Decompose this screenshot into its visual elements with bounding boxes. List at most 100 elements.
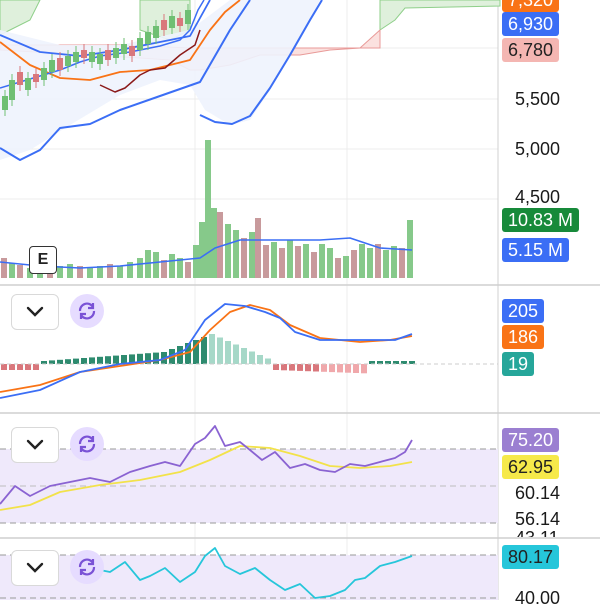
volume-bar — [67, 264, 73, 278]
candle-body — [9, 80, 15, 100]
macd-refresh-button[interactable] — [70, 294, 104, 328]
volume-bar — [107, 264, 113, 278]
candle-body — [177, 18, 183, 26]
volume-bar — [225, 224, 231, 278]
macd-histogram-bar — [257, 355, 263, 364]
volume-bar — [287, 240, 293, 278]
volume-bar — [57, 266, 63, 278]
volume-bars — [0, 140, 413, 278]
macd-histogram-bar — [265, 358, 271, 364]
macd-badge-blue: 205 — [502, 299, 545, 323]
macd-histogram-bar — [17, 364, 23, 370]
volume-bar — [351, 250, 357, 278]
volume-bar — [383, 250, 389, 278]
macd-histogram-bar — [249, 351, 255, 364]
volume-bar — [279, 248, 285, 278]
macd-histogram-bar — [281, 364, 287, 371]
macd-histogram-bar — [1, 364, 7, 370]
price-badge-blue: 6,930 — [502, 12, 560, 36]
macd-histogram-bar — [385, 361, 391, 364]
macd-histogram-bar — [273, 364, 279, 370]
rsi-lines — [0, 425, 413, 511]
candle-body — [185, 10, 191, 24]
candle-body — [41, 68, 47, 80]
rsi-line — [0, 425, 413, 505]
macd-histogram-bar — [209, 334, 215, 364]
rsi-axis-label: 56.14 — [515, 509, 561, 529]
rsi-refresh-button[interactable] — [70, 427, 104, 461]
stoch-badge-cyan: 80.17 — [502, 545, 560, 569]
macd-collapse-button[interactable] — [11, 294, 59, 330]
volume-bar — [205, 140, 211, 278]
bollinger-lower-line-2 — [199, 0, 323, 125]
macd-histogram-bar — [337, 364, 343, 373]
volume-bar — [9, 263, 15, 278]
stoch-line — [99, 547, 413, 599]
volume-bar — [233, 230, 239, 278]
candle-body — [113, 48, 119, 58]
macd-histogram-bar — [65, 359, 71, 364]
refresh-icon — [78, 558, 96, 576]
rsi-collapse-button[interactable] — [11, 427, 59, 463]
candle-body — [17, 72, 23, 85]
volume-bar — [87, 268, 93, 278]
price-axis-label: 5,500 — [515, 89, 561, 109]
macd-histogram-bar — [361, 364, 367, 374]
volume-bar — [211, 208, 217, 278]
macd-histogram-bar — [105, 356, 111, 364]
macd-histogram-bar — [113, 355, 119, 364]
volume-bar — [407, 220, 413, 278]
volume-bar — [199, 222, 205, 278]
macd-badge-teal: 19 — [502, 352, 535, 376]
volume-bar — [127, 262, 133, 278]
refresh-icon — [78, 302, 96, 320]
volume-bar — [319, 244, 325, 278]
candle-body — [161, 20, 167, 30]
price-badge-red: 6,780 — [502, 38, 560, 62]
rsi-axis-label: 60.14 — [515, 483, 561, 503]
macd-histogram-bar — [401, 361, 407, 364]
volume-bar — [177, 258, 183, 278]
macd-histogram-bar — [201, 337, 207, 364]
volume-ma-line — [0, 237, 413, 269]
volume-bar — [17, 265, 23, 278]
macd-histogram-bar — [129, 354, 135, 364]
price-axis-label: 5,000 — [515, 139, 561, 159]
volume-bar — [375, 244, 381, 278]
rsi-badge-yellow: 62.95 — [502, 455, 560, 479]
macd-histogram-bar — [97, 356, 103, 364]
price-badge-orange: 7,320 — [502, 0, 560, 12]
macd-histogram-bar — [305, 364, 311, 372]
earnings-event-marker[interactable]: E — [29, 246, 57, 274]
volume-bar — [97, 266, 103, 278]
macd-histogram-bar — [57, 359, 63, 364]
volume-badge-blue: 5.15 M — [502, 238, 570, 262]
candle-body — [49, 60, 55, 72]
volume-bar — [271, 242, 277, 278]
macd-histogram-bar — [73, 358, 79, 364]
volume-bar — [255, 218, 261, 278]
candle-body — [153, 26, 159, 38]
volume-bar — [343, 256, 349, 278]
price-axis-label: 4,500 — [515, 187, 561, 207]
macd-histogram-bar — [217, 337, 223, 364]
macd-histogram-bar — [49, 360, 55, 364]
macd-histogram-bar — [241, 348, 247, 364]
rsi-badge-purple: 75.20 — [502, 428, 560, 452]
volume-bar — [399, 248, 405, 278]
macd-badge-orange: 186 — [502, 325, 545, 349]
macd-histogram-bar — [41, 361, 47, 364]
bollinger-lower-line — [0, 0, 251, 161]
volume-bar — [161, 260, 167, 278]
volume-bar — [359, 244, 365, 278]
stoch-refresh-button[interactable] — [70, 550, 104, 584]
volume-bar — [185, 262, 191, 278]
volume-bar — [217, 212, 223, 278]
macd-histogram-bar — [409, 361, 415, 364]
macd-histogram-bar — [137, 353, 143, 364]
refresh-icon — [78, 435, 96, 453]
stoch-collapse-button[interactable] — [11, 550, 59, 586]
macd-histogram-bar — [393, 361, 399, 364]
candles — [2, 4, 191, 116]
